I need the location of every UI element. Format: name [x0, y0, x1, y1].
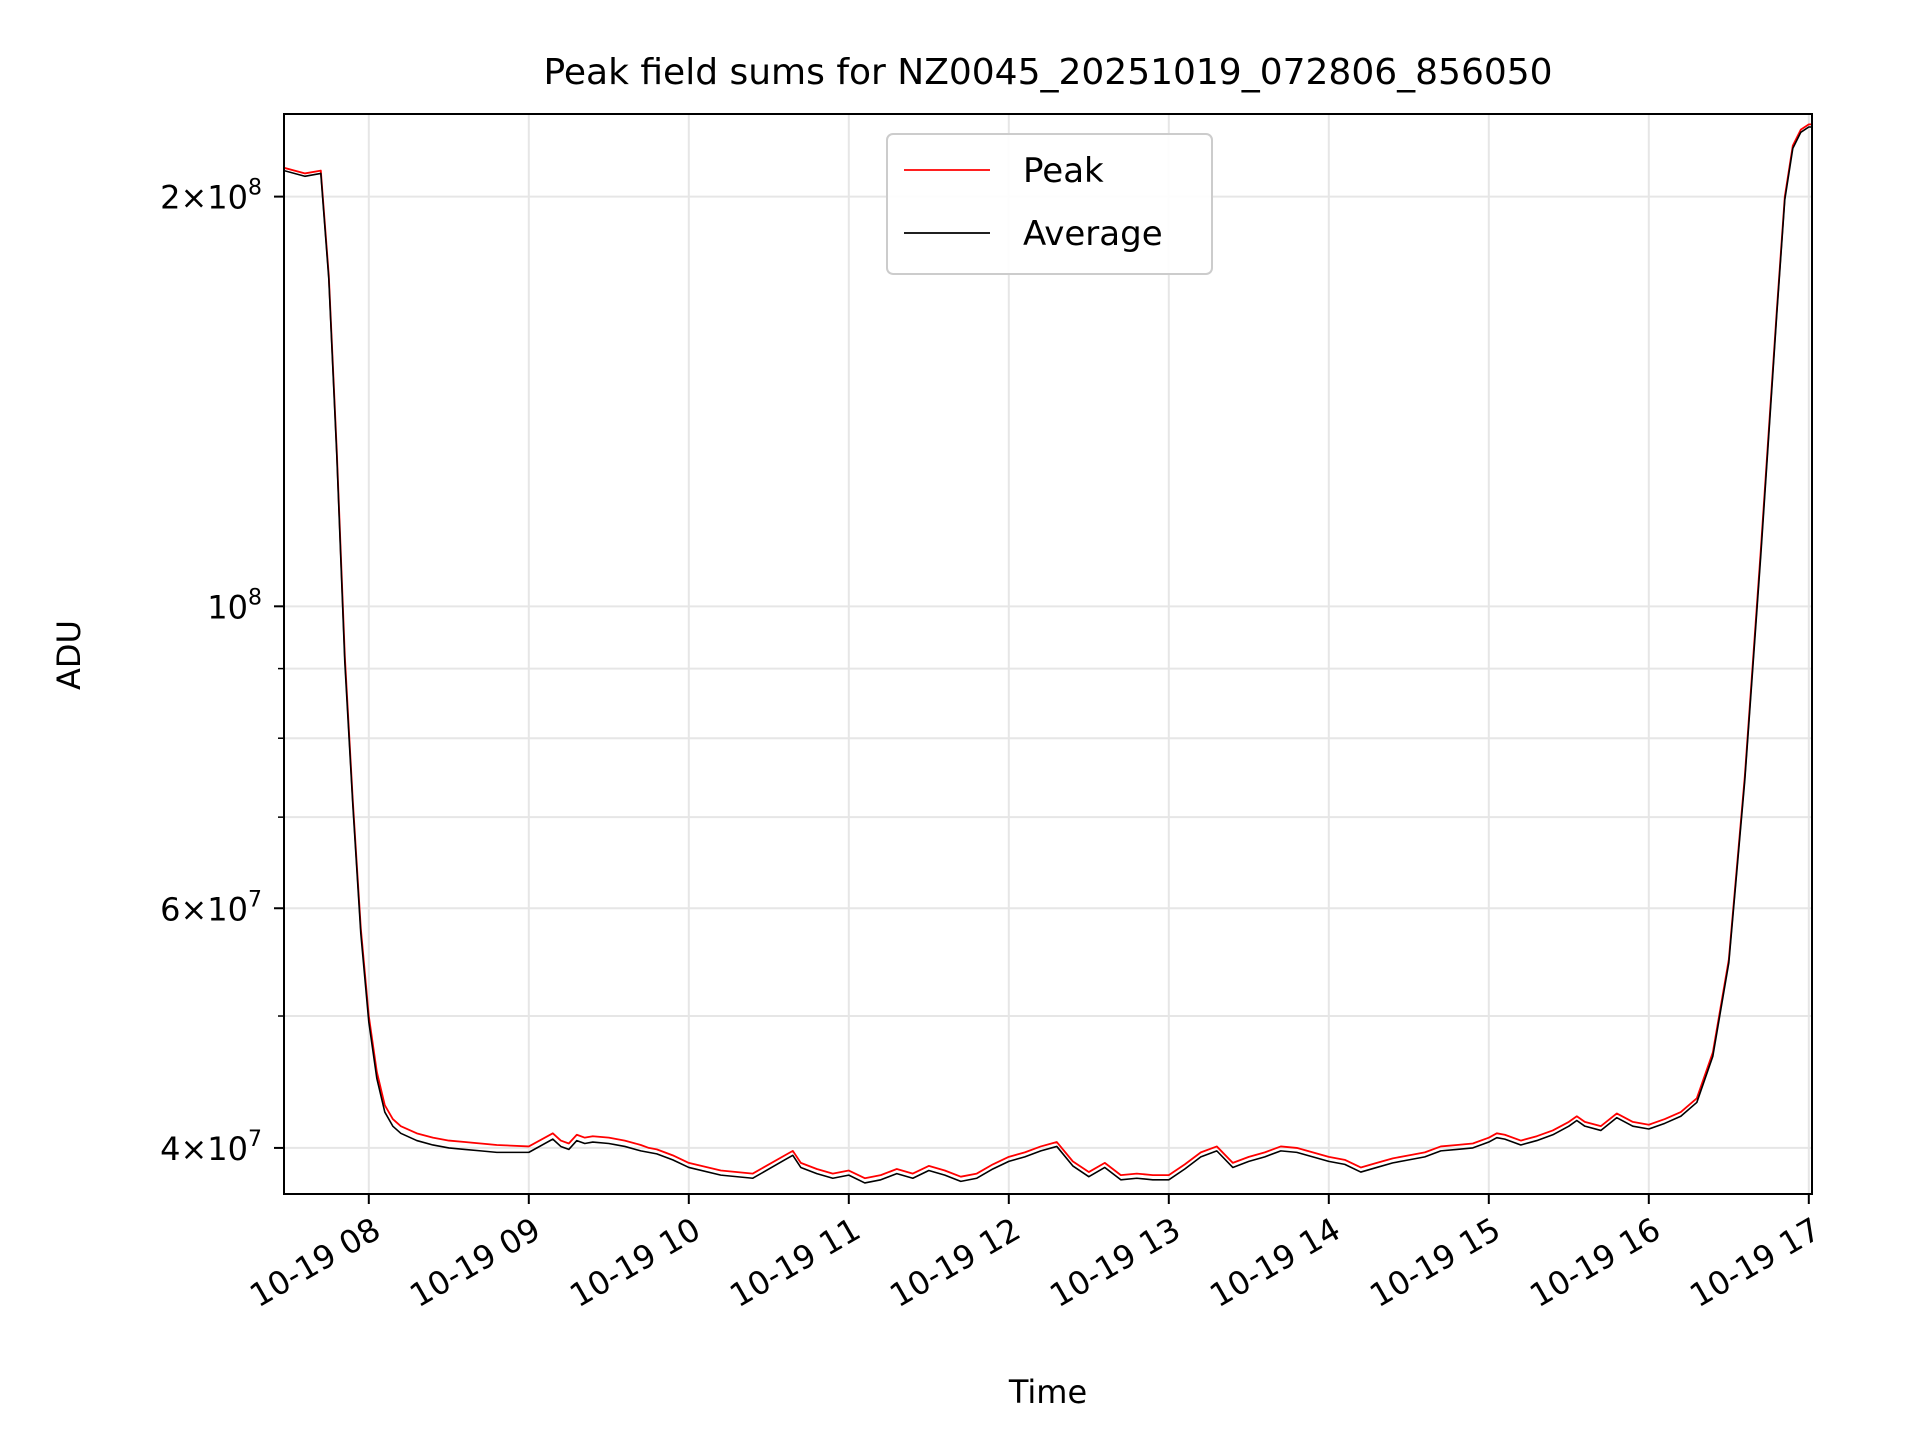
- legend-average-label: Average: [1023, 214, 1163, 254]
- x-tick-label: 10-19 14: [1203, 1210, 1347, 1315]
- x-tick-label: 10-19 13: [1043, 1210, 1187, 1315]
- plot-frame: [283, 113, 1813, 1195]
- series-layer: [284, 123, 1812, 1184]
- series-line-peak: [284, 123, 1812, 1180]
- x-tick-label: 10-19 16: [1523, 1210, 1667, 1315]
- x-tick-label: 10-19 12: [883, 1210, 1027, 1315]
- x-tick-label: 10-19 10: [563, 1210, 707, 1315]
- x-axis: 10-19 08 10-19 09 10-19 10 10-19 11 10-19 12…: [243, 1194, 1827, 1315]
- y-axis: 4×107 6×107 108 2×108: [160, 176, 284, 1168]
- series-line-average: [284, 126, 1812, 1184]
- legend-box: [886, 133, 1213, 275]
- chart-title: Peak field sums for NZ0045_20251019_0728…: [543, 52, 1552, 93]
- x-tick-label: 10-19 11: [723, 1210, 867, 1315]
- y-tick-label: 6×107: [160, 887, 262, 928]
- y-axis-label: ADU: [50, 620, 88, 690]
- x-axis-label: Time: [1008, 1373, 1087, 1411]
- legend-peak-label: Peak: [1023, 151, 1104, 191]
- grid: [284, 114, 1812, 1194]
- y-tick-label: 2×108: [160, 176, 262, 217]
- x-tick-label: 10-19 09: [403, 1210, 547, 1315]
- legend: Peak Average: [886, 133, 1213, 275]
- x-tick-label: 10-19 15: [1363, 1210, 1507, 1315]
- y-tick-label: 4×107: [160, 1127, 262, 1168]
- y-tick-label: 108: [207, 585, 262, 626]
- x-tick-label: 10-19 17: [1683, 1210, 1827, 1315]
- x-tick-label: 10-19 08: [243, 1210, 387, 1315]
